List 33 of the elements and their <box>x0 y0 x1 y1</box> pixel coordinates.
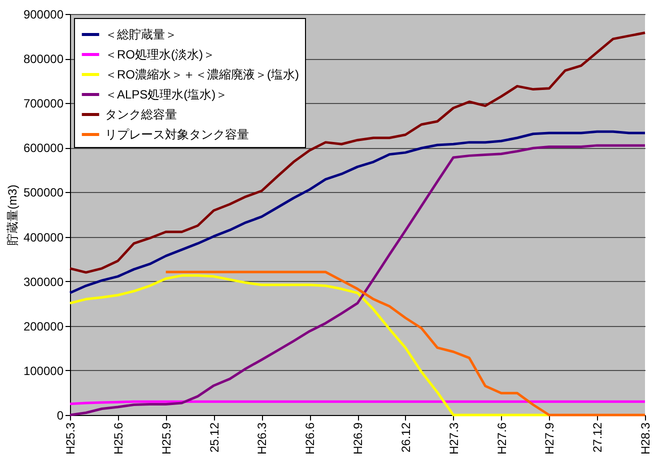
x-tick-label: H27.3 <box>446 422 461 455</box>
legend-label: ＜ALPS処理水(塩水)＞ <box>105 88 228 102</box>
x-tick-label: H25.9 <box>159 422 174 455</box>
y-tick-label: 0 <box>56 408 64 422</box>
y-tick-label: 600000 <box>23 141 64 156</box>
x-tick-label: H25.3 <box>64 422 78 455</box>
y-tick-label: 900000 <box>23 8 64 22</box>
y-tick-label: 800000 <box>23 52 64 66</box>
line-series <box>164 270 646 416</box>
x-tick-label: H25.6 <box>111 422 126 455</box>
x-tick-label: H27.6 <box>494 422 509 455</box>
legend-label: リプレース対象タンク容量 <box>105 128 249 142</box>
line-series <box>68 130 646 294</box>
x-tick-label: H26.3 <box>255 422 270 455</box>
x-tick-label: H26.9 <box>351 422 365 455</box>
y-tick-label: 700000 <box>23 96 64 111</box>
y-axis-title: 貯蔵量(m3) <box>5 184 20 246</box>
y-tick-label: 300000 <box>23 274 64 289</box>
legend-label: ＜RO濃縮水＞＋＜濃縮廃液＞(塩水) <box>105 68 299 82</box>
x-tick-label: H28.3 <box>638 422 652 455</box>
y-tick-label: 100000 <box>23 364 64 378</box>
x-tick-label: 26.12 <box>398 422 413 453</box>
y-tick-label: 400000 <box>23 230 64 244</box>
legend-label: タンク総容量 <box>105 108 177 122</box>
line-series <box>68 274 550 416</box>
legend-label: ＜総貯蔵量＞ <box>105 28 177 42</box>
x-tick-label: H26.6 <box>303 422 318 455</box>
x-tick-label: H27.9 <box>542 422 557 455</box>
y-tick-label: 200000 <box>23 319 64 334</box>
y-tick-label: 500000 <box>23 186 64 200</box>
x-tick-label: 27.12 <box>590 422 605 453</box>
legend-label: ＜RO処理水(淡水)＞ <box>105 48 215 62</box>
x-tick-label: 25.12 <box>207 422 222 453</box>
